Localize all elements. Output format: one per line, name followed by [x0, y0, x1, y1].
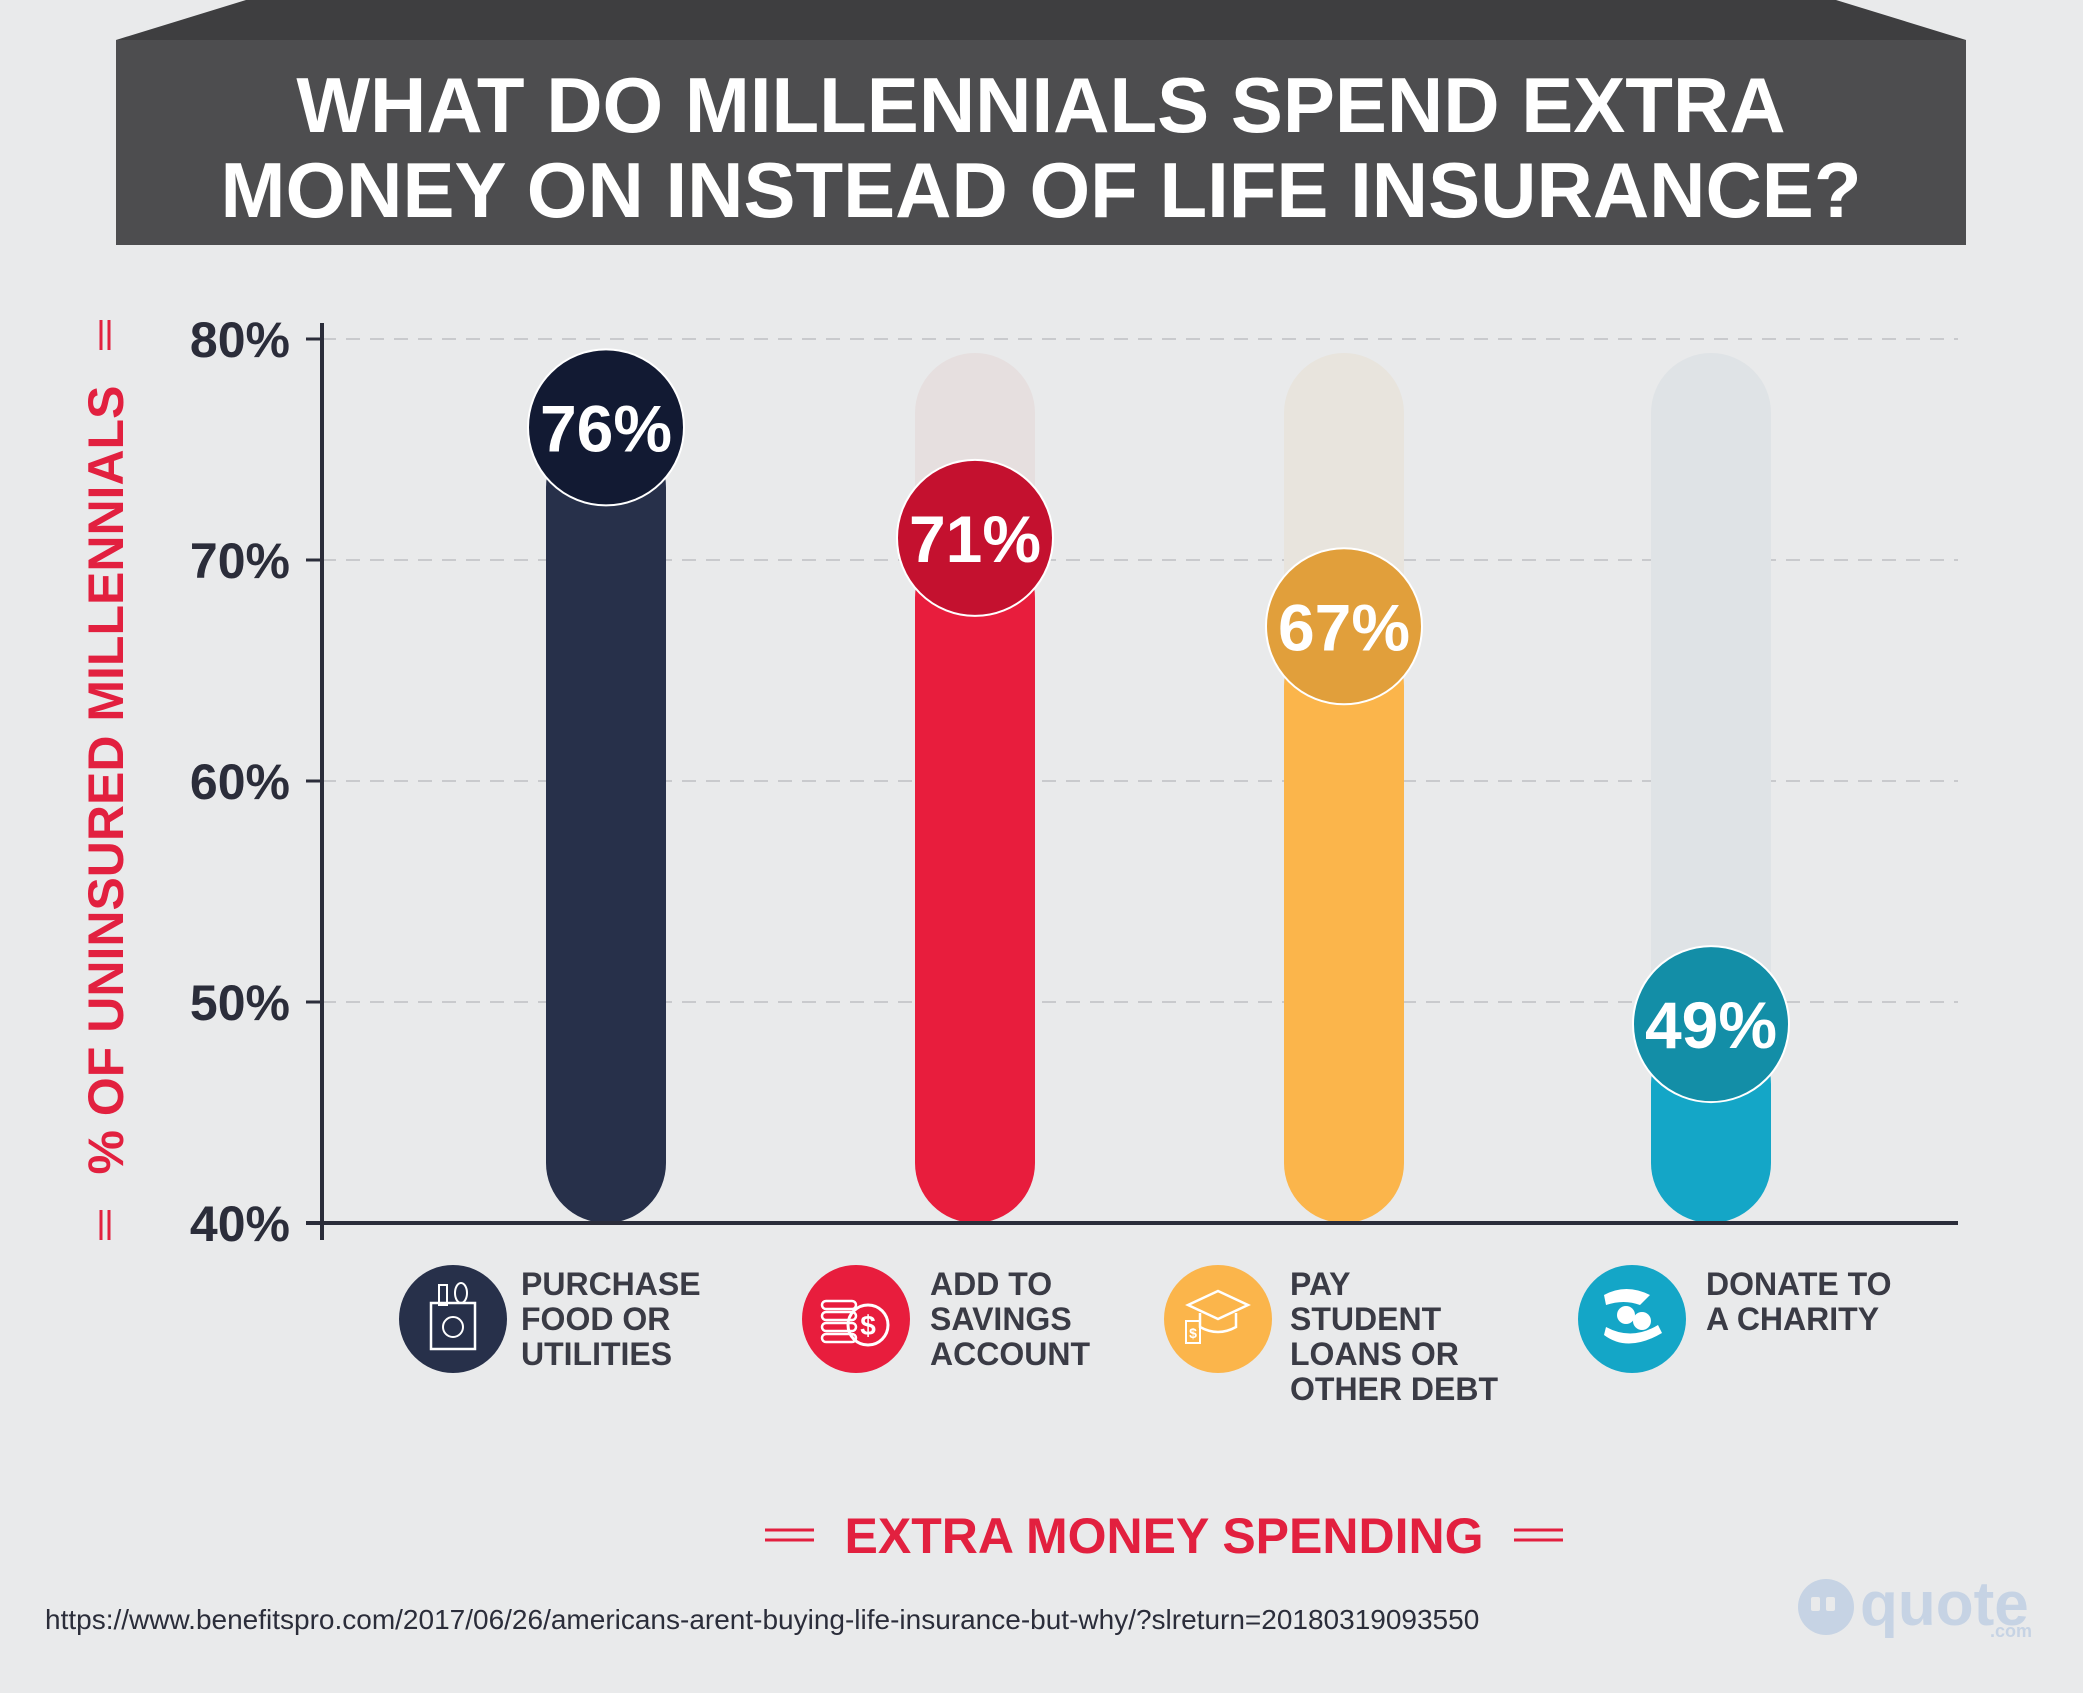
bar-group: 49% — [1632, 353, 1790, 1223]
category-label-line: LOANS OR — [1290, 1336, 1459, 1372]
y-tick-label: 60% — [190, 754, 290, 810]
data-label: 67% — [1278, 590, 1410, 664]
category-label-line: DONATE TO — [1706, 1266, 1891, 1302]
logo-text: quote — [1860, 1570, 2029, 1639]
y-tick-label: 80% — [190, 312, 290, 368]
value-bubble — [527, 348, 685, 507]
svg-text:$: $ — [1189, 1325, 1197, 1341]
logo-suffix: .com — [1990, 1621, 2032, 1641]
chart-title-line-2: MONEY ON INSTEAD OF LIFE INSURANCE? — [221, 146, 1862, 234]
data-label: 71% — [909, 502, 1041, 576]
y-tick-label: 40% — [190, 1196, 290, 1252]
category-label-line: A CHARITY — [1706, 1301, 1879, 1337]
y-tick-labels: 40% 50% 60% 70% 80% — [190, 312, 322, 1252]
category-label-line: ADD TO — [930, 1266, 1052, 1302]
bar — [915, 537, 1035, 1223]
value-bubble — [896, 458, 1054, 617]
source-url: https://www.benefitspro.com/2017/06/26/a… — [45, 1604, 1479, 1635]
bar-group: 67% — [1265, 353, 1423, 1223]
charity-hand-icon — [1578, 1265, 1686, 1373]
bar — [546, 427, 666, 1223]
grocery-bag-icon — [399, 1265, 507, 1373]
value-bubble — [1265, 547, 1423, 706]
category-label-line: FOOD OR — [521, 1301, 670, 1337]
title-banner: WHAT DO MILLENNIALS SPEND EXTRA MONEY ON… — [116, 0, 1966, 245]
y-tick-label: 50% — [190, 975, 290, 1031]
y-tick-label: 70% — [190, 533, 290, 589]
value-bubble — [1632, 945, 1790, 1104]
data-label: 49% — [1645, 988, 1777, 1062]
bar-group: 76% — [527, 348, 685, 1223]
data-label: 76% — [540, 391, 672, 465]
category-label-line: PURCHASE — [521, 1266, 701, 1302]
category-label-line: STUDENT — [1290, 1301, 1442, 1337]
category-label-line: ACCOUNT — [930, 1336, 1090, 1372]
category-label-line: SAVINGS — [930, 1301, 1072, 1337]
graduation-cap-icon: $ — [1164, 1265, 1272, 1373]
x-axis-title: EXTRA MONEY SPENDING — [845, 1508, 1484, 1564]
category-label-line: OTHER DEBT — [1290, 1371, 1498, 1407]
y-axis-title-group: % OF UNINSURED MILLENNIALS — [78, 320, 134, 1240]
category: DONATE TOA CHARITY — [1578, 1265, 1891, 1373]
quote-logo: quote .com — [1798, 1570, 2032, 1641]
coins-dollar-icon: $ — [802, 1265, 910, 1373]
bars: 76% 71% 67% 49% — [527, 348, 1790, 1223]
chart-title-line-1: WHAT DO MILLENNIALS SPEND EXTRA — [296, 61, 1785, 149]
category-label-line: PAY — [1290, 1266, 1350, 1302]
y-axis-title: % OF UNINSURED MILLENNIALS — [78, 386, 134, 1175]
x-axis-title-group: EXTRA MONEY SPENDING — [765, 1508, 1563, 1564]
svg-text:$: $ — [860, 1310, 876, 1341]
category-label-line: UTILITIES — [521, 1336, 672, 1372]
bar-group: 71% — [896, 353, 1054, 1223]
bar — [1284, 626, 1404, 1223]
quote-logo-icon — [1798, 1579, 1854, 1635]
